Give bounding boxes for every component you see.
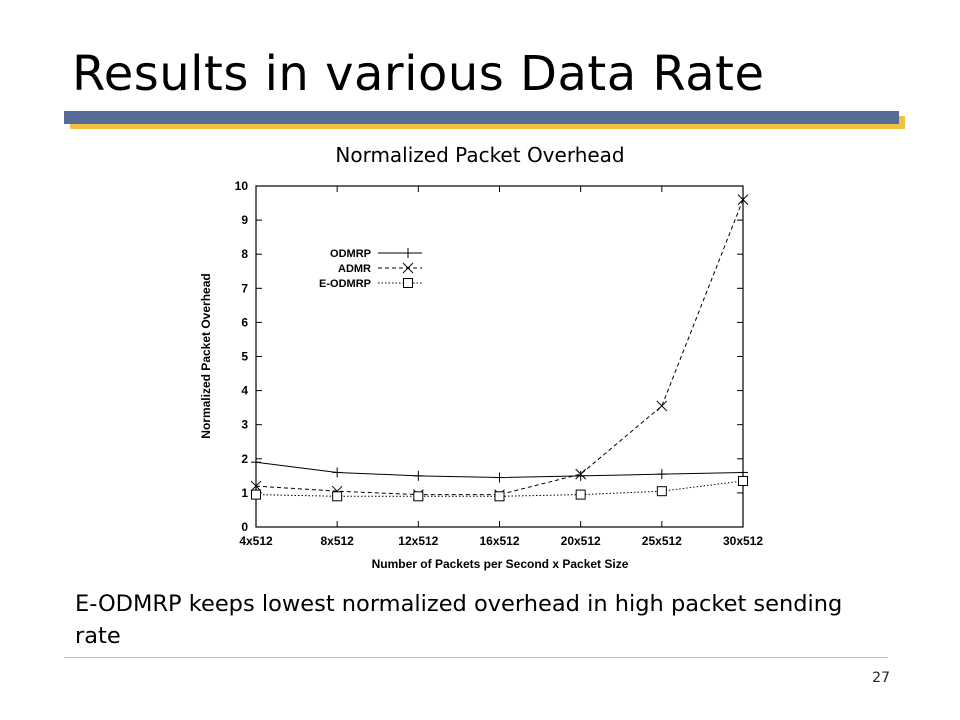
y-tick-label: 7 (241, 281, 248, 295)
y-axis-label: Normalized Packet Overhead (199, 273, 213, 438)
data-point (413, 470, 424, 481)
x-tick-label: 8x512 (320, 534, 354, 548)
data-point (251, 457, 261, 468)
x-tick-label: 16x512 (479, 534, 519, 548)
footer-divider (64, 657, 888, 658)
data-point (494, 491, 505, 502)
legend-marker (402, 262, 414, 274)
data-point (413, 491, 424, 502)
y-tick-label: 4 (241, 384, 248, 398)
data-point (251, 489, 261, 500)
data-point (575, 470, 586, 481)
x-tick-label: 20x512 (561, 534, 601, 548)
y-tick-label: 0 (241, 520, 248, 534)
data-point (575, 468, 587, 480)
series-admr (250, 194, 749, 500)
y-tick-label: 2 (241, 452, 248, 466)
data-point (656, 400, 668, 412)
x-tick-label: 30x512 (723, 534, 763, 548)
data-point (575, 489, 586, 500)
y-tick-label: 8 (241, 247, 248, 261)
y-tick-label: 10 (235, 179, 249, 193)
data-point (738, 467, 748, 478)
chart-title: Normalized Packet Overhead (335, 143, 625, 167)
y-tick-label: 6 (241, 315, 248, 329)
page-number: 27 (872, 670, 890, 686)
overhead-line-chart: 0 1 2 3 4 5 6 7 8 9 10 4x512 8x512 12x512 16x512 20x512… (199, 179, 764, 571)
data-point (494, 472, 505, 483)
legend-marker (403, 248, 413, 258)
y-tick-label: 5 (241, 350, 248, 364)
legend-label: ODMRP (330, 248, 371, 260)
y-tick-label: 1 (241, 486, 248, 500)
series-e-odmrp (251, 475, 748, 502)
legend-label: ADMR (338, 263, 371, 275)
chart-series (250, 194, 749, 502)
x-tick-label: 12x512 (398, 534, 438, 548)
x-tick-label: 4x512 (239, 534, 273, 548)
chart-legend: ODMRP ADMR E-ODMRP (319, 248, 422, 290)
data-point (332, 491, 343, 502)
y-tick-label: 3 (241, 418, 248, 432)
data-point (738, 475, 748, 486)
data-point (332, 467, 343, 478)
slide-title: Results in various Data Rate (72, 46, 765, 102)
title-underline-bar (64, 111, 899, 124)
legend-label: E-ODMRP (319, 278, 371, 290)
x-axis-label: Number of Packets per Second x Packet Si… (372, 557, 629, 571)
data-point (656, 486, 667, 497)
data-point (737, 194, 749, 205)
data-point (250, 480, 262, 492)
series-odmrp (251, 457, 748, 483)
chart-axes: 0 1 2 3 4 5 6 7 8 9 10 4x512 8x512 12x512 16x512 20x512… (235, 179, 764, 548)
legend-marker (403, 278, 413, 288)
data-point (656, 469, 667, 480)
series-line (255, 199, 744, 496)
x-tick-label: 25x512 (642, 534, 682, 548)
y-tick-label: 9 (241, 213, 248, 227)
slide-caption: E-ODMRP keeps lowest normalized overhead… (75, 591, 843, 649)
